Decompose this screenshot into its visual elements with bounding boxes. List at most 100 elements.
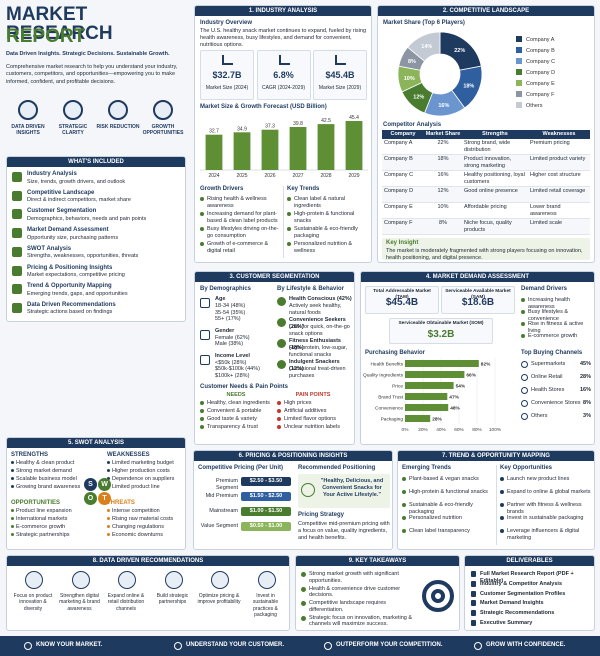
bullet-icon: [500, 477, 504, 481]
bar: [405, 360, 479, 367]
kpi-value: $32.7B: [212, 70, 242, 80]
item-desc: Emerging trends, gaps, and opportunities: [27, 290, 128, 297]
channel-share: 8%: [583, 400, 591, 406]
quadrant-item: Strategic partnerships: [16, 532, 70, 538]
y-tick-label: Quality Ingredients: [363, 373, 404, 379]
list-item: Rise in fitness & active living: [528, 321, 584, 334]
bullet-icon: [200, 227, 204, 231]
group-item: 18-34 (48%): [215, 303, 246, 309]
segment-desc: High-protein, low-sugar, functional snac…: [289, 345, 348, 358]
list-item: Rising health & wellness awareness: [207, 196, 267, 209]
y-tick-label: Packaging: [381, 417, 404, 423]
list-item: Personalized nutrition: [409, 515, 462, 521]
table-cell: Company C: [382, 171, 424, 187]
doc-icon: [471, 580, 476, 587]
subheading: Recommended Positioning: [298, 465, 376, 471]
table-cell: Higher cost structure: [528, 171, 590, 187]
table-cell: Product innovation, strong marketing: [462, 155, 528, 171]
kpi-label: Market Size (2024): [205, 85, 249, 91]
subheading: By Lifestyle & Behavior: [277, 286, 345, 292]
list-item: Clean label & natural ingredients: [294, 196, 346, 209]
item-desc: Demographics, behaviors, needs and pain …: [27, 215, 147, 222]
bar: [205, 134, 223, 170]
bullet-icon: [107, 469, 110, 472]
list-item: Transparency & trust: [207, 424, 258, 430]
bar: [345, 120, 363, 170]
bullet-icon: [521, 334, 525, 338]
group-label: Income Level: [215, 352, 250, 359]
needs-title: NEEDS: [226, 392, 246, 398]
segment-name: Health Conscious (42%): [289, 296, 352, 302]
x-tick-label: 60%: [454, 427, 464, 433]
y-tick-label: Health Benefits: [370, 362, 403, 368]
quadrant-item: Strong market demand: [16, 468, 72, 474]
data-label: 16%: [438, 103, 449, 109]
table-cell: Company D: [382, 187, 424, 203]
bar: [405, 415, 431, 422]
list-item: Clean label transparency: [409, 528, 470, 534]
kpi-value: 6.8%: [273, 70, 294, 80]
item-desc: Market expectations, competitive pricing: [27, 272, 125, 278]
rec-text: Invest in sustainable practices & packag…: [252, 593, 279, 618]
pillar-icon: [153, 100, 173, 120]
legend-swatch: [516, 47, 522, 53]
bullet-icon: [287, 227, 291, 231]
group-icon: [200, 354, 210, 365]
channel-name: Convenience Stores: [531, 400, 581, 406]
bullet-icon: [277, 425, 281, 429]
group-label: Age: [215, 296, 226, 302]
group-icon: [200, 298, 210, 308]
footer-text: KNOW YOUR MARKET.: [36, 642, 103, 648]
section: 3. CUSTOMER SEGMENTATION By Demographics B…: [194, 271, 355, 445]
item-title: Pricing & Positioning Insights: [27, 264, 113, 271]
legend-label: Company F: [526, 92, 555, 98]
table-cell: Premium pricing: [528, 139, 590, 155]
list-item: Launch new product lines: [507, 476, 570, 482]
footer: KNOW YOUR MARKET. UNDERSTAND YOUR CUSTOME…: [0, 636, 600, 656]
item-icon: [12, 172, 22, 182]
list-item: Limited flavor options: [284, 416, 336, 422]
insight-box: Key Insight The market is moderately frag…: [382, 238, 590, 261]
divider: [496, 465, 497, 545]
bullet-icon: [301, 615, 306, 621]
list-item: Convenient & portable: [207, 408, 262, 414]
pillar-icon: [108, 100, 128, 120]
bullet-icon: [11, 477, 14, 480]
list-item: Sustainable & eco-friendly packaging: [409, 502, 473, 515]
quadrant-item: Rising raw material costs: [112, 516, 174, 522]
segment-icon: [277, 297, 286, 306]
quadrant-item: Intense competition: [112, 508, 160, 514]
bullet-icon: [402, 490, 406, 494]
footer-icon: [474, 642, 482, 650]
quote-box: "Healthy, Delicious, and Convenient Snac…: [298, 474, 390, 508]
quote-icon: [301, 483, 315, 497]
legend-swatch: [516, 69, 522, 75]
table-header: Market Share: [424, 130, 462, 139]
table-cell: 16%: [424, 171, 462, 187]
bullet-icon: [287, 197, 291, 201]
swot-letter: O: [84, 492, 97, 505]
target-icon: [422, 580, 454, 612]
table-cell: Limited scale: [528, 219, 590, 235]
takeaway: Strategic focus on innovation, marketing…: [309, 614, 413, 628]
list-item: Busy lifestyles driving on-the-go consum…: [207, 226, 279, 239]
bullet-icon: [301, 572, 306, 577]
section: WHAT'S INCLUDED Industry Analysis Size, tr…: [6, 156, 186, 322]
table-cell: Niche focus, quality products: [462, 219, 528, 235]
bullet-icon: [11, 533, 14, 536]
x-tick-label: 2027: [292, 173, 303, 179]
pillar-icon: [18, 100, 38, 120]
item-title: Market Demand Assessment: [27, 227, 109, 234]
tier-range: $0.50 - $1.00: [241, 522, 291, 531]
bullet-icon: [11, 517, 14, 520]
deliverable: Market Demand Insights: [480, 600, 544, 607]
legend-label: Others: [526, 103, 543, 109]
list-item: Good taste & variety: [207, 416, 257, 422]
bullet-icon: [301, 601, 306, 606]
bullet-icon: [11, 469, 14, 472]
quadrant-title: STRENGTHS: [11, 452, 49, 458]
legend-label: Company E: [526, 81, 555, 87]
takeaway: Strong market growth with significant op…: [309, 571, 399, 584]
bullet-icon: [500, 516, 504, 520]
